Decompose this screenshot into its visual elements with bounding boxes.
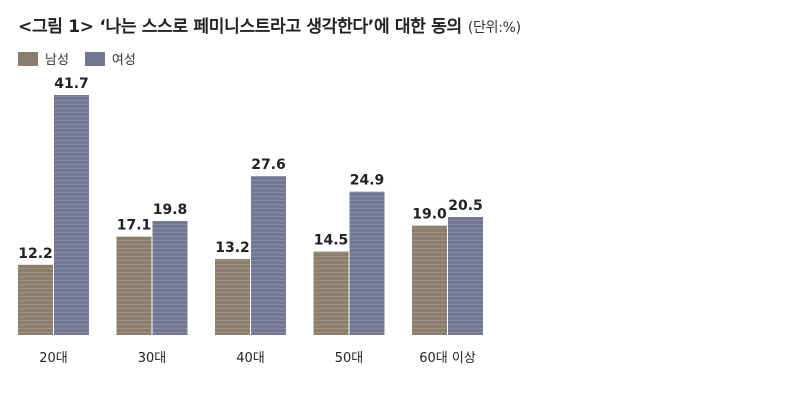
- value-label-female-1: 19.8: [153, 202, 188, 218]
- category-label-2: 40대: [236, 351, 265, 366]
- category-label-0: 20대: [39, 351, 68, 366]
- chart-title: <그림 1> ‘나는 스스로 페미니스트라고 생각한다’에 대한 동의 (단위:%…: [18, 12, 521, 37]
- legend-label-female: 여성: [111, 53, 136, 68]
- bar-male-1: [116, 236, 152, 335]
- legend-item-male: 남성: [18, 49, 69, 68]
- value-label-female-2: 27.6: [251, 157, 286, 173]
- category-label-4: 60대 이상: [419, 351, 476, 366]
- legend-swatch-male: [18, 51, 38, 66]
- unit-label: (단위:%): [467, 20, 521, 36]
- bar-female-3: [349, 191, 385, 335]
- value-label-female-4: 20.5: [448, 198, 483, 214]
- value-label-male-3: 14.5: [314, 233, 349, 249]
- value-label-female-3: 24.9: [350, 173, 385, 189]
- bar-female-2: [251, 176, 286, 335]
- bar-male-2: [215, 259, 250, 335]
- value-label-male-1: 17.1: [117, 218, 152, 234]
- bar-female-1: [152, 221, 188, 335]
- bar-male-0: [18, 264, 53, 335]
- bar-female-0: [54, 95, 89, 335]
- category-labels-group: 20대 30대 40대 50대 60대 이상: [39, 351, 476, 366]
- bar-male-3: [313, 251, 349, 335]
- legend-label-male: 남성: [45, 53, 69, 68]
- bar-female-4: [448, 217, 483, 335]
- category-label-3: 50대: [335, 351, 364, 366]
- chart-title-text: <그림 1> ‘나는 스스로 페미니스트라고 생각한다’에 대한 동의: [18, 17, 462, 37]
- legend: 남성 여성: [18, 49, 152, 68]
- value-labels-group: 12.2 41.7 17.119.8 13.2 27.6 14.5 24.9 19.020.5: [18, 76, 483, 262]
- legend-swatch-female: [84, 51, 105, 66]
- value-label-male-0: 12.2: [18, 246, 53, 262]
- bars-group: [18, 95, 483, 335]
- category-label-1: 30대: [138, 351, 167, 366]
- value-label-male-2: 13.2: [215, 240, 250, 256]
- value-label-female-0: 41.7: [54, 76, 89, 92]
- value-label-male-4: 19.0: [412, 207, 447, 223]
- legend-item-female: 여성: [84, 49, 136, 68]
- bar-male-4: [412, 225, 447, 335]
